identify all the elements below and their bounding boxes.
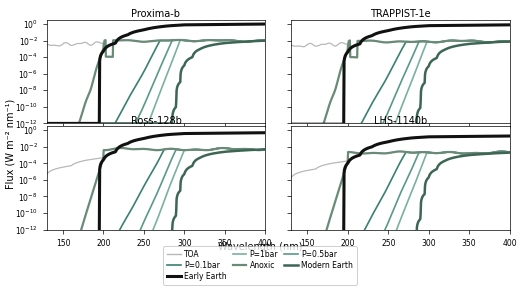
Title: Ross-128b: Ross-128b	[131, 115, 181, 125]
Title: LHS-1140b: LHS-1140b	[374, 115, 427, 125]
Title: TRAPPIST-1e: TRAPPIST-1e	[370, 9, 431, 19]
Title: Proxima-b: Proxima-b	[132, 9, 180, 19]
Text: Flux (W m⁻² nm⁻¹): Flux (W m⁻² nm⁻¹)	[5, 98, 16, 189]
Legend: TOA, P=0.1bar, Early Earth, P=1bar, Anoxic, , P=0.5bar, Modern Earth, : TOA, P=0.1bar, Early Earth, P=1bar, Anox…	[163, 246, 357, 285]
Text: Wavelength (nm): Wavelength (nm)	[218, 242, 302, 252]
